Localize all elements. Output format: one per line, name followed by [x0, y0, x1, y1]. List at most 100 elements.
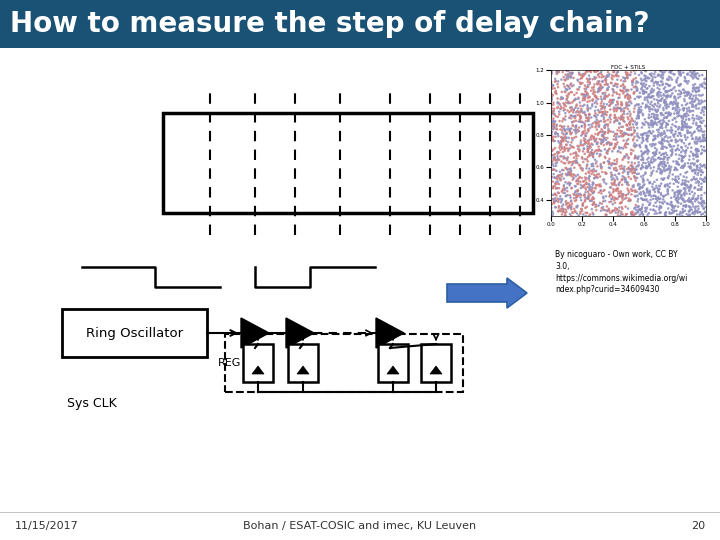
Point: [594, 152, 606, 160]
Point: [693, 123, 705, 131]
Point: [555, 105, 567, 113]
Point: [577, 141, 588, 150]
Point: [672, 132, 684, 140]
Point: [603, 129, 614, 137]
Point: [554, 206, 565, 214]
Point: [607, 91, 618, 100]
Point: [572, 187, 583, 195]
Point: [552, 94, 563, 103]
Point: [626, 190, 637, 199]
Point: [633, 93, 644, 102]
Point: [683, 194, 695, 202]
Point: [558, 159, 570, 167]
Point: [575, 178, 586, 186]
Point: [582, 147, 594, 156]
Point: [600, 117, 611, 126]
Point: [552, 150, 564, 158]
Point: [617, 110, 629, 119]
Point: [633, 108, 644, 117]
Point: [663, 82, 675, 90]
Point: [624, 112, 636, 120]
Point: [621, 85, 633, 94]
Point: [639, 66, 651, 75]
Point: [641, 131, 652, 140]
Point: [691, 157, 703, 165]
Point: [685, 68, 696, 76]
Point: [602, 116, 613, 124]
Point: [649, 70, 660, 79]
Point: [613, 208, 624, 217]
Point: [698, 199, 710, 207]
Point: [677, 123, 688, 132]
Point: [628, 75, 639, 83]
Point: [624, 107, 635, 116]
Point: [552, 188, 564, 197]
Point: [654, 67, 666, 76]
Point: [626, 210, 638, 218]
Point: [584, 186, 595, 194]
Point: [549, 75, 561, 83]
Point: [552, 98, 564, 106]
Point: [644, 199, 656, 207]
Point: [569, 205, 580, 213]
Point: [580, 67, 592, 76]
Point: [582, 77, 593, 86]
Point: [673, 70, 685, 78]
Point: [655, 202, 667, 211]
Point: [662, 204, 674, 213]
Point: [637, 99, 649, 108]
Point: [575, 207, 586, 216]
Point: [562, 191, 574, 199]
Point: [693, 207, 705, 216]
Point: [693, 205, 704, 213]
Point: [592, 111, 603, 119]
Point: [560, 164, 572, 172]
Point: [670, 127, 681, 136]
Point: [662, 120, 674, 129]
Point: [591, 149, 603, 158]
Point: [662, 164, 674, 173]
Point: [609, 82, 621, 90]
Point: [662, 180, 673, 188]
Point: [611, 116, 622, 124]
Point: [698, 204, 710, 213]
Point: [603, 160, 615, 168]
Point: [680, 180, 692, 189]
Point: [601, 72, 613, 81]
Point: [580, 122, 591, 130]
Point: [649, 178, 660, 186]
Point: [584, 135, 595, 144]
Point: [693, 115, 705, 124]
Point: [569, 164, 580, 172]
Point: [606, 183, 617, 192]
Point: [563, 90, 575, 99]
Point: [546, 207, 558, 216]
Point: [690, 151, 701, 159]
Point: [637, 120, 649, 129]
Point: [659, 98, 670, 106]
Point: [603, 70, 615, 78]
Point: [657, 94, 668, 103]
Point: [585, 124, 596, 132]
Point: [566, 200, 577, 208]
Point: [573, 211, 585, 220]
Point: [614, 162, 626, 171]
Point: [608, 185, 619, 193]
Point: [637, 178, 649, 186]
Point: [580, 208, 591, 217]
Point: [652, 154, 664, 163]
Point: [693, 122, 704, 131]
Point: [610, 164, 621, 172]
Point: [564, 179, 576, 187]
Point: [626, 130, 638, 139]
Point: [562, 156, 573, 165]
Point: [678, 208, 689, 217]
Point: [686, 69, 698, 78]
Point: [558, 154, 570, 163]
Point: [562, 199, 573, 208]
Point: [572, 75, 583, 84]
Point: [678, 153, 690, 161]
Point: [577, 177, 589, 186]
Point: [570, 182, 581, 191]
Point: [639, 149, 650, 158]
